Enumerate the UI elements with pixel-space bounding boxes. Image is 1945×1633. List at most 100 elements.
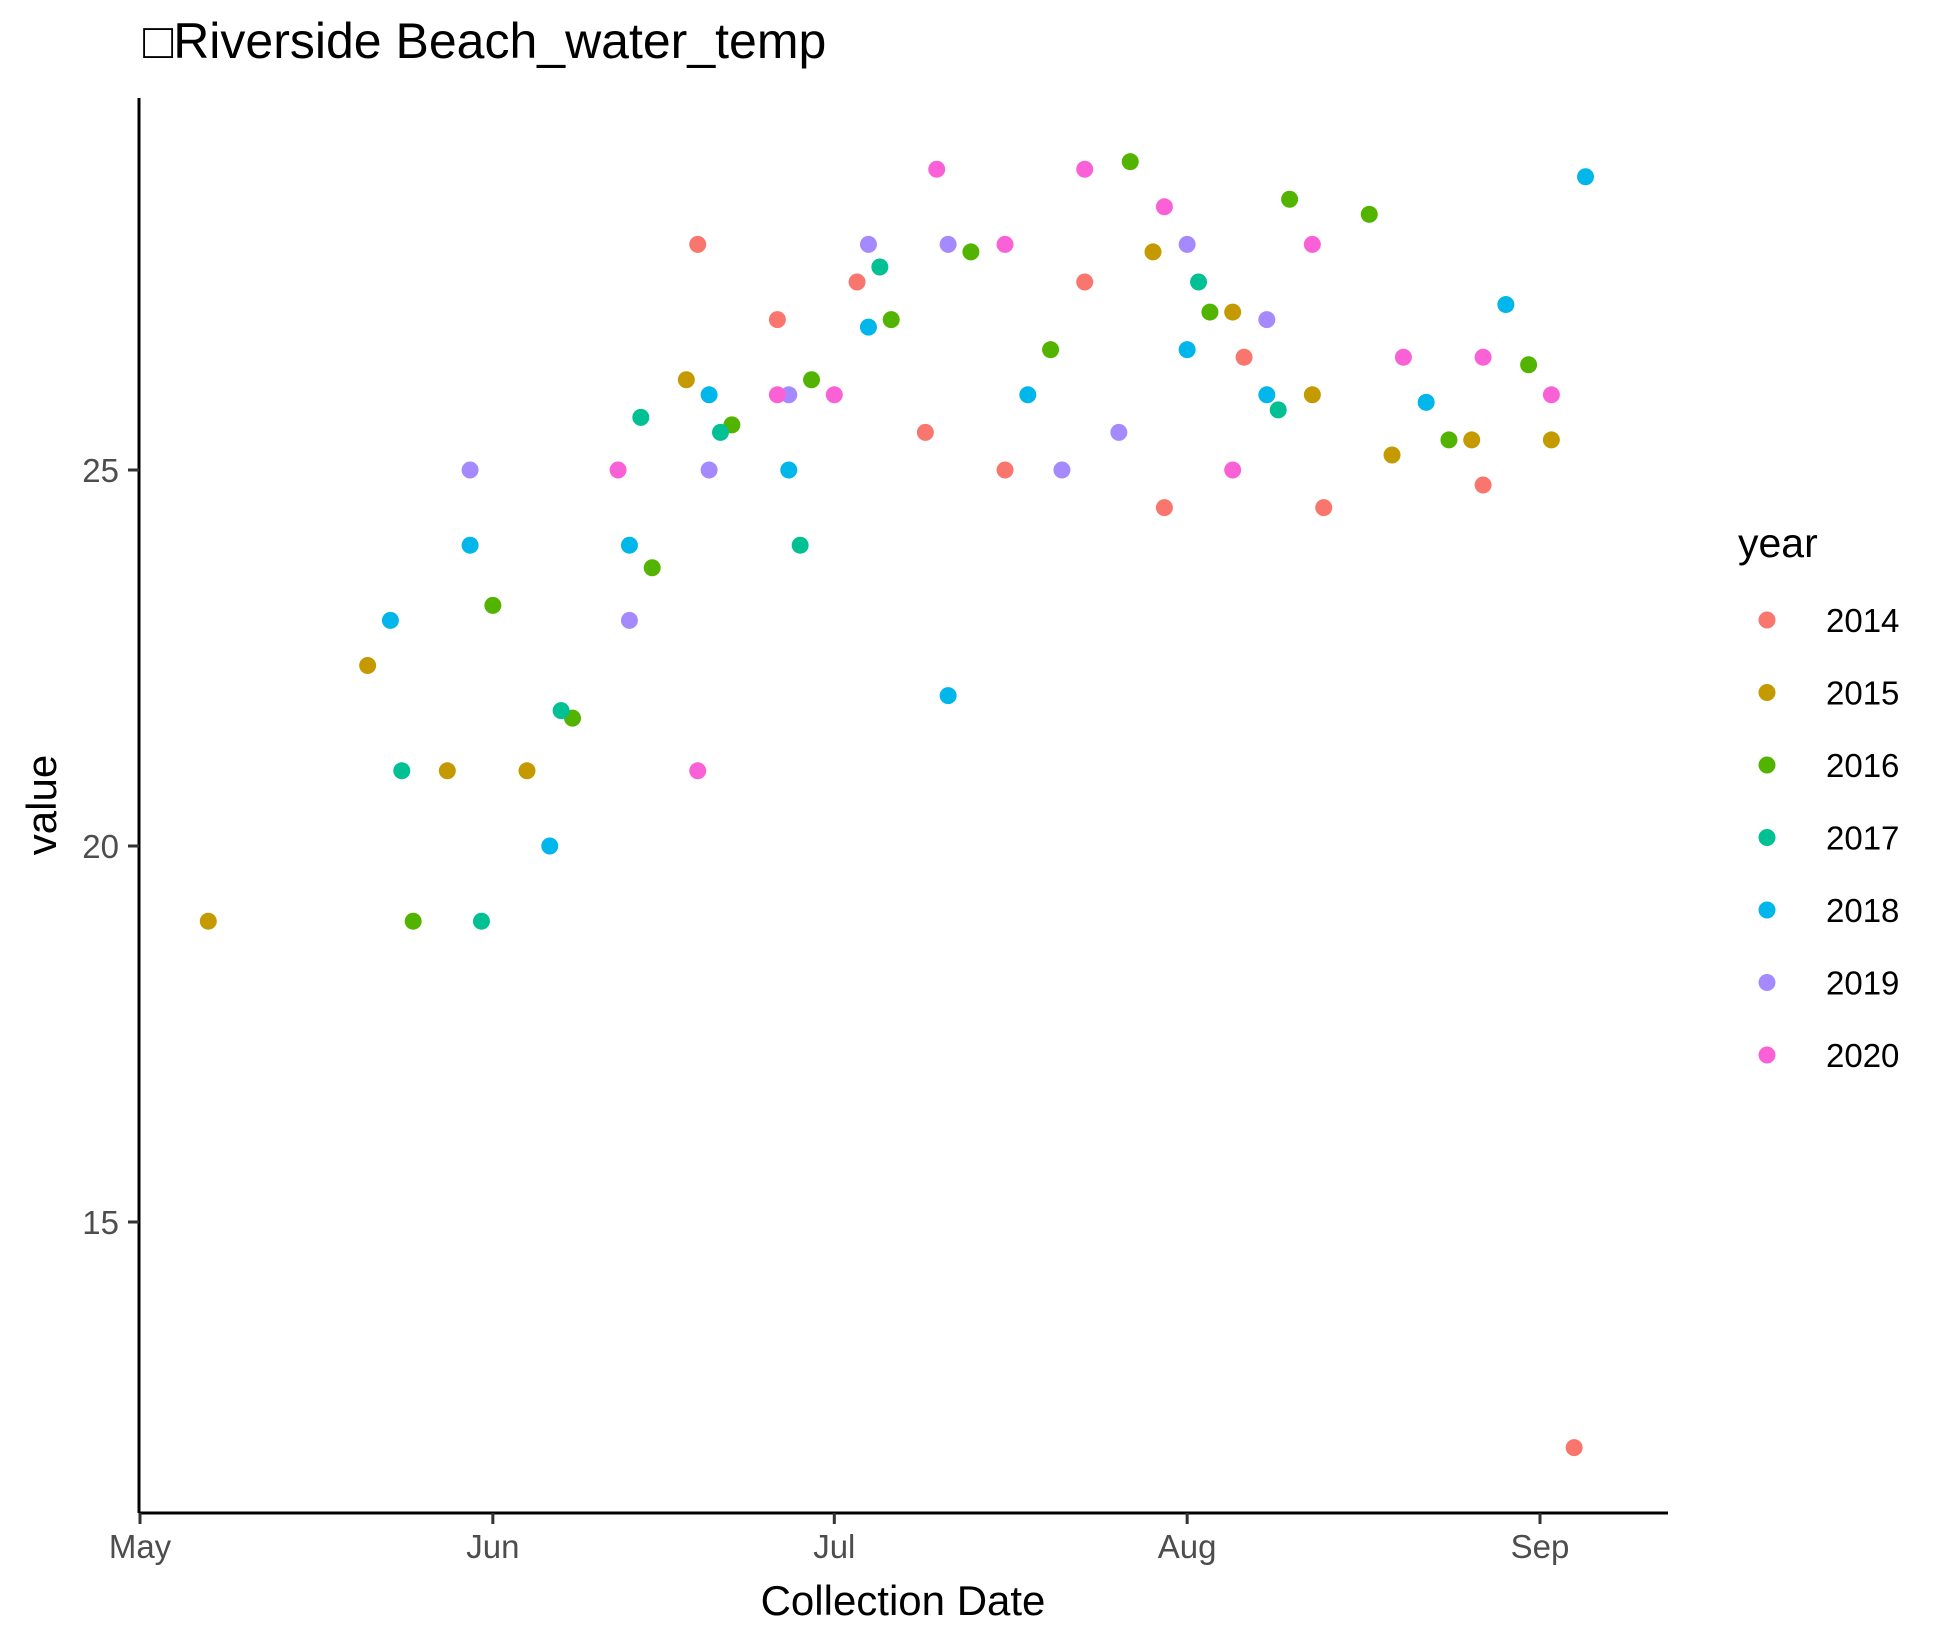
series-2018 bbox=[381, 168, 1595, 855]
legend-key bbox=[1758, 829, 1776, 846]
data-point bbox=[871, 258, 889, 276]
data-point bbox=[1440, 431, 1458, 449]
data-point bbox=[1155, 198, 1173, 216]
legend-item: 2014 bbox=[1758, 602, 1899, 639]
legend-key bbox=[1758, 684, 1776, 701]
data-point bbox=[609, 461, 627, 479]
data-point bbox=[825, 386, 843, 404]
data-point bbox=[1542, 431, 1560, 449]
series-2019 bbox=[461, 235, 1276, 629]
data-point bbox=[1190, 273, 1208, 291]
data-point bbox=[1144, 243, 1162, 261]
data-point bbox=[962, 243, 980, 261]
data-point bbox=[928, 160, 946, 178]
data-point bbox=[791, 536, 809, 554]
data-points bbox=[199, 153, 1595, 1457]
data-point bbox=[1520, 356, 1538, 374]
series-2017 bbox=[393, 258, 1287, 930]
x-tick-label: Jul bbox=[813, 1528, 855, 1565]
data-point bbox=[1235, 348, 1253, 366]
legend-label: 2016 bbox=[1826, 747, 1899, 784]
data-point bbox=[1394, 348, 1412, 366]
data-point bbox=[620, 536, 638, 554]
legend-key bbox=[1758, 974, 1776, 991]
data-point bbox=[1178, 235, 1196, 253]
data-point bbox=[1019, 386, 1037, 404]
data-point bbox=[768, 311, 786, 329]
legend-item: 2016 bbox=[1758, 747, 1899, 784]
data-point bbox=[689, 762, 707, 780]
data-point bbox=[780, 461, 798, 479]
data-point bbox=[643, 559, 661, 577]
legend-label: 2017 bbox=[1826, 820, 1899, 857]
data-point bbox=[939, 687, 957, 705]
data-point bbox=[1303, 386, 1321, 404]
data-point bbox=[1258, 311, 1276, 329]
data-point bbox=[996, 461, 1014, 479]
data-point bbox=[404, 912, 422, 930]
legend-label: 2020 bbox=[1826, 1037, 1899, 1074]
y-tick-label: 15 bbox=[82, 1204, 119, 1241]
legend-item: 2017 bbox=[1758, 820, 1899, 857]
data-point bbox=[1155, 499, 1173, 517]
data-point bbox=[1474, 348, 1492, 366]
legend-items: 2014 2015 2016 2017 2018 2019 2020 bbox=[1758, 602, 1899, 1074]
data-point bbox=[700, 386, 718, 404]
data-point bbox=[996, 235, 1014, 253]
data-point bbox=[1463, 431, 1481, 449]
legend-item: 2020 bbox=[1758, 1037, 1899, 1074]
data-point bbox=[916, 423, 934, 441]
chart-title: □Riverside Beach_water_temp bbox=[143, 13, 826, 69]
data-point bbox=[620, 611, 638, 629]
legend-item: 2018 bbox=[1758, 892, 1899, 929]
data-point bbox=[1383, 446, 1401, 464]
legend-title: year bbox=[1738, 520, 1818, 566]
data-point bbox=[1542, 386, 1560, 404]
data-point bbox=[1269, 401, 1287, 419]
data-point bbox=[1497, 296, 1515, 314]
legend-item: 2015 bbox=[1758, 675, 1899, 712]
x-tick-label: Aug bbox=[1158, 1528, 1217, 1565]
legend: year 2014 2015 2016 2017 2018 2019 2020 bbox=[1738, 520, 1899, 1074]
data-point bbox=[438, 762, 456, 780]
y-tick-label: 20 bbox=[82, 828, 119, 865]
data-point bbox=[1474, 476, 1492, 494]
legend-key bbox=[1758, 1046, 1776, 1064]
data-point bbox=[848, 273, 866, 291]
data-point bbox=[803, 371, 821, 389]
data-point bbox=[484, 596, 502, 614]
data-point bbox=[711, 423, 729, 441]
data-point bbox=[1178, 341, 1196, 359]
data-point bbox=[1258, 386, 1276, 404]
data-point bbox=[1224, 303, 1242, 321]
data-point bbox=[859, 235, 877, 253]
legend-key bbox=[1758, 611, 1776, 629]
data-point bbox=[393, 762, 411, 780]
x-tick-label: Jun bbox=[466, 1528, 519, 1565]
data-point bbox=[1360, 205, 1378, 223]
data-point bbox=[689, 235, 707, 253]
series-2020 bbox=[609, 160, 1560, 780]
data-point bbox=[1565, 1439, 1583, 1457]
data-point bbox=[359, 657, 377, 675]
y-ticks: 15 20 25 bbox=[82, 452, 139, 1241]
data-point bbox=[1281, 190, 1299, 208]
legend-key bbox=[1758, 756, 1776, 774]
data-point bbox=[541, 837, 559, 855]
data-point bbox=[1201, 303, 1219, 321]
data-point bbox=[518, 762, 536, 780]
data-point bbox=[882, 311, 900, 329]
data-point bbox=[199, 912, 217, 930]
legend-label: 2014 bbox=[1826, 602, 1899, 639]
series-2015 bbox=[199, 243, 1560, 930]
data-point bbox=[1577, 168, 1595, 186]
data-point bbox=[632, 408, 650, 426]
data-point bbox=[1076, 273, 1094, 291]
data-point bbox=[552, 702, 570, 720]
data-point bbox=[461, 536, 479, 554]
data-point bbox=[700, 461, 718, 479]
x-axis-title: Collection Date bbox=[761, 1577, 1046, 1624]
data-point bbox=[472, 912, 490, 930]
data-point bbox=[1315, 499, 1333, 517]
